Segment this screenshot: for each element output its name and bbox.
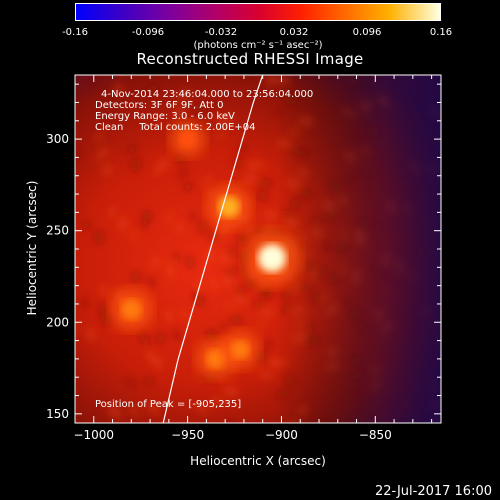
info-annotations: 4-Nov-2014 23:46:04.000 to 23:56:04.000 … bbox=[95, 89, 313, 410]
x-ticks: −1000 −950 −900 −850 bbox=[73, 75, 433, 442]
source-core bbox=[230, 340, 250, 360]
colorbar-tick: -0.096 bbox=[131, 27, 165, 38]
source-core bbox=[121, 299, 142, 320]
info-detectors: Detectors: 3F 6F 9F, Att 0 bbox=[95, 100, 223, 111]
source-blob bbox=[110, 288, 153, 331]
plot-frame bbox=[74, 74, 442, 424]
source-core bbox=[218, 195, 240, 218]
y-tick-label: 200 bbox=[46, 315, 69, 329]
y-ticks: 150 200 250 300 bbox=[46, 83, 441, 421]
colorbar-tick: -0.032 bbox=[204, 27, 238, 38]
x-tick-label: −1000 bbox=[73, 428, 114, 442]
info-energy: Energy Range: 3.0 - 6.0 keV bbox=[95, 111, 235, 122]
x-tick-label: −850 bbox=[359, 428, 392, 442]
sources-group bbox=[110, 121, 301, 380]
plot-area: 4-Nov-2014 23:46:04.000 to 23:56:04.000 … bbox=[75, 75, 441, 423]
source-core bbox=[206, 349, 226, 369]
colorbar-units: (photons cm⁻² s⁻¹ asec⁻²) bbox=[193, 40, 323, 51]
heatmap-svg: 4-Nov-2014 23:46:04.000 to 23:56:04.000 … bbox=[75, 75, 441, 423]
x-tick-label: −950 bbox=[171, 428, 204, 442]
source-core bbox=[179, 130, 196, 148]
peak-position-text: Position of Peak = [-905,235] bbox=[95, 399, 241, 410]
colorbar-tick: -0.16 bbox=[62, 27, 88, 38]
x-axis-label: Heliocentric X (arcsec) bbox=[190, 454, 326, 468]
x-tick-label: −900 bbox=[265, 428, 298, 442]
y-tick-label: 250 bbox=[46, 224, 69, 238]
source-blob bbox=[244, 230, 301, 287]
source-blob bbox=[169, 121, 206, 157]
info-time: 4-Nov-2014 23:46:04.000 to 23:56:04.000 bbox=[101, 89, 313, 100]
solar-limb-line bbox=[162, 75, 264, 423]
y-tick-label: 300 bbox=[46, 132, 69, 146]
source-blob bbox=[220, 330, 260, 370]
y-axis-label: Heliocentric Y (arcsec) bbox=[25, 180, 39, 316]
colorbar-tick: 0.096 bbox=[352, 27, 382, 38]
colorbar bbox=[75, 3, 441, 21]
info-clean: Clean Total counts: 2.00E+04 bbox=[95, 122, 255, 133]
y-tick-label: 150 bbox=[46, 407, 69, 421]
chart-title: Reconstructed RHESSI Image bbox=[136, 50, 364, 68]
source-blob bbox=[206, 184, 252, 230]
colorbar-tick: 0.16 bbox=[429, 27, 453, 38]
footer-date: 22-Jul-2017 16:00 bbox=[374, 484, 492, 499]
source-core bbox=[258, 244, 287, 273]
colorbar-tick: 0.032 bbox=[279, 27, 309, 38]
